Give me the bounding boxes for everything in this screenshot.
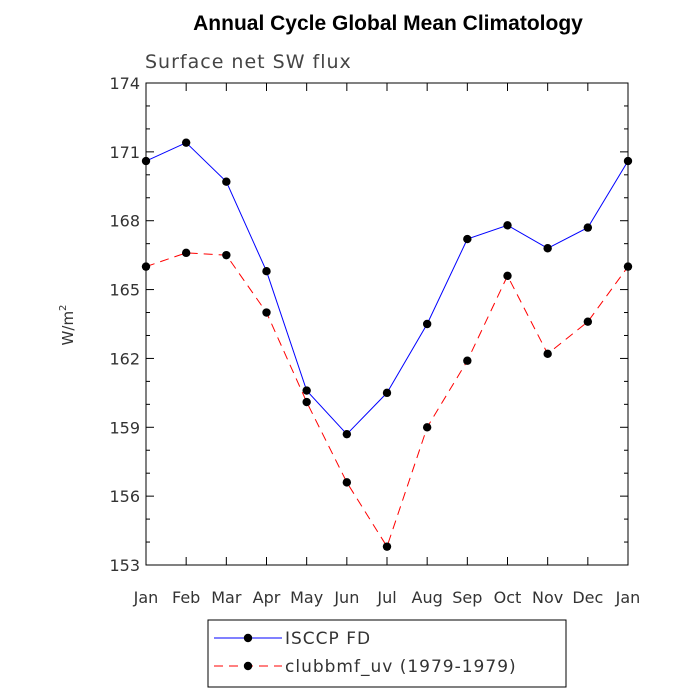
data-point [422,423,432,432]
x-tick-label: May [290,588,323,607]
x-tick-label: Jan [133,588,159,607]
x-tick-label: Jun [333,588,359,607]
svg-text:W/m2: W/m2 [58,305,77,346]
data-point [342,478,352,487]
data-point [382,542,392,551]
y-tick-label: 162 [109,349,140,368]
data-point [141,262,151,271]
x-tick-label: Sep [452,588,482,607]
data-point [623,262,633,271]
chart-subtitle: Surface net SW flux [145,51,352,73]
data-point [463,234,472,244]
data-point [222,177,231,186]
legend-label: clubbmf_uv (1979-1979) [285,657,517,677]
y-tick-label: 168 [109,212,140,231]
y-tick-label: 153 [109,556,140,575]
axes-group: 153 156 159 162 165 168 171 174 Jan Feb Mar Apr May J… [109,74,640,607]
data-point [302,386,311,395]
chart-title: Annual Cycle Global Mean Climatology [193,12,583,35]
y-axis-label-text: W/m [59,311,77,346]
data-point [503,221,512,230]
legend-marker [243,661,253,671]
data-point [422,319,432,329]
x-tick-label: Apr [253,588,281,607]
x-tick-label: Nov [532,588,563,607]
data-point [543,244,552,253]
data-point [342,429,352,439]
legend-marker [243,633,253,643]
x-tick-label: Mar [211,588,242,607]
data-point [382,388,392,398]
x-tick-label: Jan [615,588,641,607]
data-point [262,267,271,276]
x-tick-label: Dec [572,588,603,607]
data-point [181,248,191,258]
legend-box [207,619,567,688]
y-tick-label: 174 [109,74,140,93]
y-axis-label: W/m2 [58,305,77,346]
y-tick-label: 159 [109,418,140,437]
series-2 [141,248,633,551]
data-point [262,308,271,317]
x-tick-label: Aug [412,588,443,607]
x-tick-label: Oct [494,588,522,607]
plot-frame [145,82,629,566]
x-tick-label: Feb [172,588,200,607]
data-point [583,223,593,232]
legend: ISCCP FD clubbmf_uv (1979-1979) [207,619,567,688]
data-point [222,250,231,260]
series-layer [141,138,633,551]
series-1 [141,138,633,439]
data-point [583,317,593,326]
y-tick-label: 156 [109,487,140,506]
y-tick-label: 171 [109,143,140,162]
y-tick-label: 165 [109,281,140,300]
legend-label: ISCCP FD [285,629,371,649]
y-axis-label-superscript: 2 [58,305,69,311]
data-point [503,271,512,280]
series-line [145,252,629,548]
data-point [141,156,151,166]
data-point [302,397,311,407]
data-point [543,349,552,359]
data-point [463,356,472,365]
data-point [623,156,633,166]
data-point [181,138,191,147]
x-tick-label: Jul [376,588,396,607]
